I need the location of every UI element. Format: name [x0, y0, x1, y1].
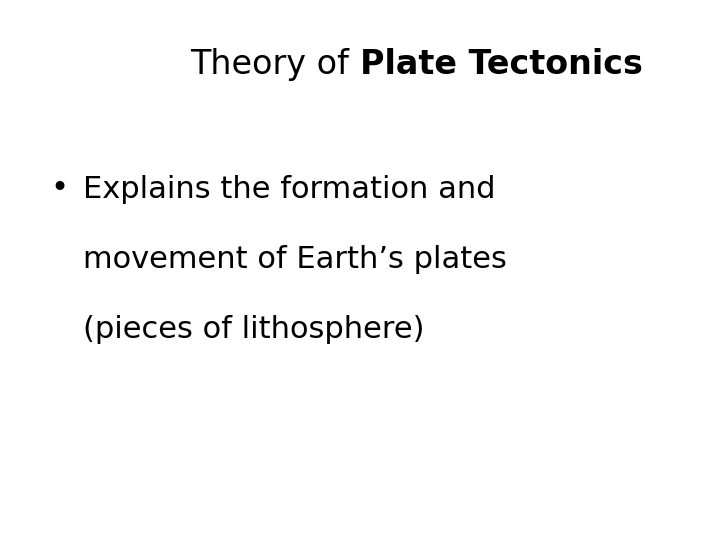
Text: •: •	[50, 174, 68, 204]
Text: Theory of: Theory of	[191, 48, 360, 82]
Text: movement of Earth’s plates: movement of Earth’s plates	[83, 245, 507, 274]
Text: Plate Tectonics: Plate Tectonics	[360, 48, 643, 82]
Text: (pieces of lithosphere): (pieces of lithosphere)	[83, 315, 424, 344]
Text: Explains the formation and: Explains the formation and	[83, 174, 495, 204]
